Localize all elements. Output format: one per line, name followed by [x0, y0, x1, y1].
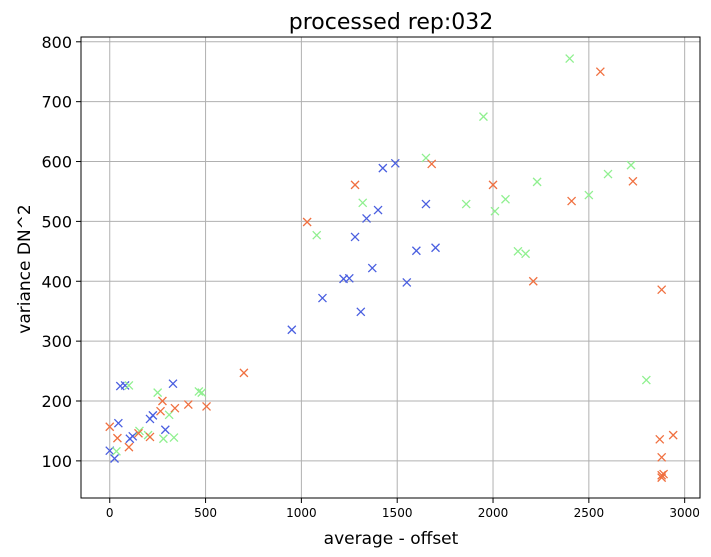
data-point-2-12 [350, 180, 360, 190]
data-point-0-12 [318, 293, 327, 303]
data-point-1-20 [565, 54, 575, 64]
data-point-2-2 [124, 442, 134, 452]
x-tick-label-5: 2500 [574, 506, 605, 520]
data-point-0-14 [344, 273, 354, 283]
data-point-1-16 [501, 194, 510, 204]
x-axis-label: average - offset [324, 529, 459, 549]
series-0 [105, 158, 440, 463]
data-point-2-0 [105, 422, 115, 432]
data-point-1-2 [134, 426, 144, 436]
chart-title: processed rep:032 [289, 10, 494, 35]
data-point-1-22 [603, 169, 613, 179]
data-point-2-6 [157, 396, 167, 406]
data-point-2-3 [134, 428, 143, 438]
data-point-2-4 [145, 432, 155, 442]
series-2 [105, 67, 678, 483]
data-point-1-7 [169, 433, 179, 442]
data-point-0-20 [378, 163, 388, 173]
data-point-1-11 [358, 198, 368, 208]
data-point-2-15 [528, 276, 538, 286]
data-point-0-8 [148, 410, 158, 420]
data-point-1-1 [124, 380, 134, 390]
data-point-0-19 [373, 205, 383, 215]
y-axis-label: variance DN^2 [15, 204, 35, 333]
data-point-0-1 [110, 454, 119, 463]
x-tick-label-2: 1000 [286, 506, 317, 520]
x-tick-label-3: 1500 [382, 506, 413, 520]
grid-lines [81, 37, 700, 498]
data-point-0-16 [356, 307, 366, 317]
data-point-0-4 [120, 380, 130, 390]
data-point-0-17 [362, 213, 372, 223]
data-point-2-13 [427, 159, 437, 169]
data-point-1-19 [532, 177, 542, 187]
plot-frame [80, 36, 701, 499]
data-point-0-24 [421, 199, 431, 209]
y-tick-label-6: 700 [41, 93, 72, 112]
y-tick-label-3: 400 [41, 272, 72, 291]
data-point-1-9 [197, 388, 207, 398]
data-points [105, 54, 678, 483]
data-point-0-22 [402, 278, 412, 287]
data-point-1-0 [111, 446, 121, 456]
data-point-2-19 [655, 434, 665, 444]
y-tick-label-7: 800 [41, 33, 72, 52]
data-point-2-11 [302, 217, 312, 227]
data-point-1-24 [641, 375, 651, 385]
data-point-0-18 [367, 263, 377, 273]
data-point-1-4 [153, 388, 163, 398]
y-tick-label-4: 500 [41, 212, 72, 231]
data-point-2-10 [239, 368, 249, 378]
data-point-2-20 [657, 285, 667, 295]
data-point-1-10 [312, 230, 322, 240]
data-point-1-13 [461, 199, 471, 209]
data-point-2-24 [659, 469, 669, 479]
data-point-0-23 [411, 246, 421, 256]
data-point-0-9 [160, 425, 170, 435]
y-tick-label-5: 600 [41, 153, 72, 172]
data-point-1-8 [194, 386, 204, 396]
x-tick-label-0: 0 [106, 506, 114, 520]
data-point-2-18 [628, 176, 638, 186]
data-point-1-14 [478, 112, 488, 122]
y-tick-label-1: 200 [41, 392, 72, 411]
x-axis-ticks: 0 500 1000 1500 2000 2500 3000 [106, 498, 700, 520]
data-point-2-1 [112, 433, 122, 443]
data-point-0-10 [168, 379, 178, 389]
data-point-1-21 [584, 190, 594, 200]
data-point-2-5 [156, 406, 165, 416]
data-point-2-16 [567, 196, 577, 206]
x-tick-label-4: 2000 [478, 506, 509, 520]
data-point-0-21 [390, 158, 400, 168]
y-axis-ticks: 100 200 300 400 500 600 700 800 [41, 33, 81, 471]
data-point-2-14 [488, 180, 498, 190]
data-point-0-11 [287, 325, 297, 335]
data-point-1-23 [626, 160, 636, 170]
data-point-0-6 [128, 431, 138, 441]
data-point-2-7 [170, 403, 180, 413]
data-point-1-18 [521, 249, 531, 259]
y-tick-label-0: 100 [41, 452, 72, 471]
y-tick-label-2: 300 [41, 332, 72, 351]
data-point-2-8 [183, 400, 193, 410]
data-point-1-17 [513, 246, 523, 256]
data-point-1-15 [490, 206, 500, 216]
x-tick-label-6: 3000 [669, 506, 700, 520]
data-point-0-2 [113, 418, 123, 428]
data-point-2-17 [595, 67, 605, 77]
data-point-2-21 [657, 452, 667, 462]
data-point-2-25 [668, 430, 678, 440]
data-point-0-25 [431, 243, 440, 253]
x-tick-label-1: 500 [194, 506, 217, 520]
data-point-0-15 [350, 232, 360, 242]
data-point-1-5 [158, 434, 168, 444]
data-point-2-9 [202, 401, 211, 411]
